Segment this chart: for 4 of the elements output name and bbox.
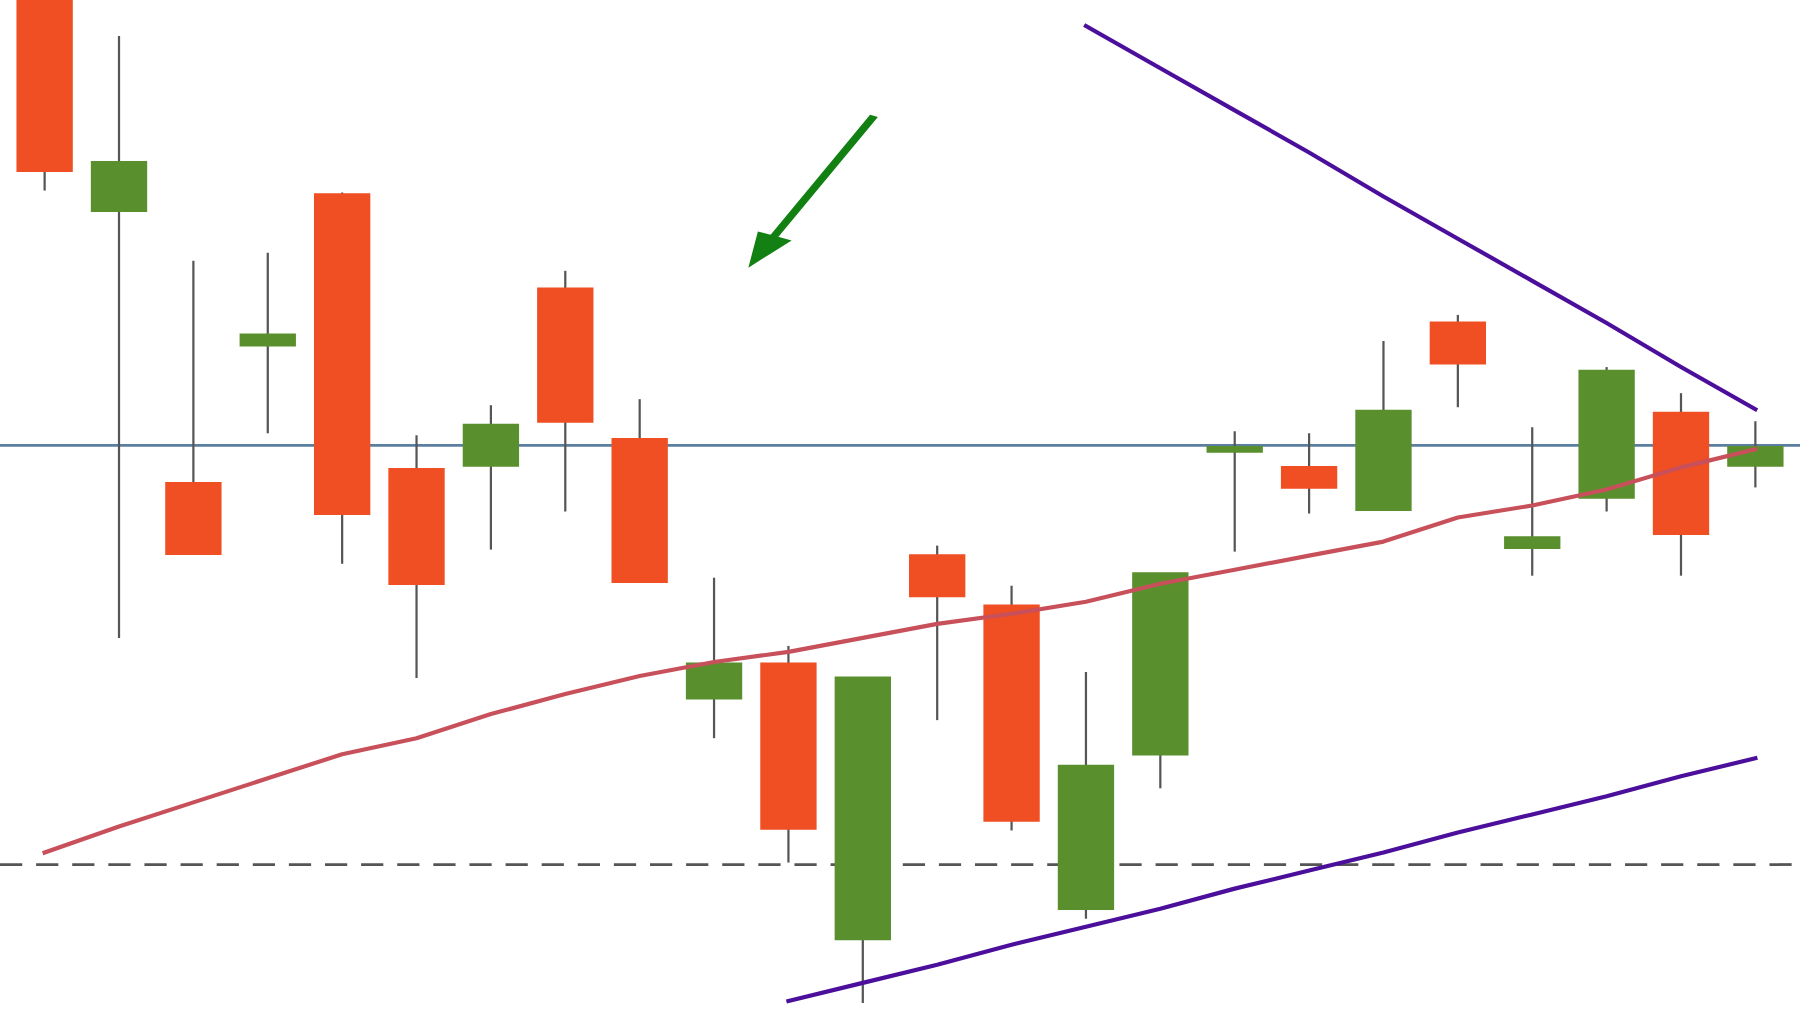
candlestick [1206,430,1263,553]
candlestick [239,251,296,435]
candlestick [90,35,148,639]
candlestick [1504,426,1561,577]
